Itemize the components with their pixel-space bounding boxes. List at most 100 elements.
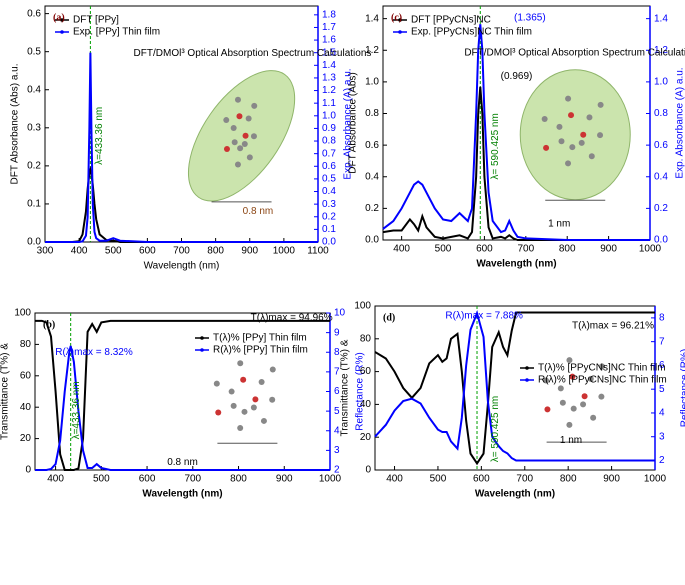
y2-tick-label: 1.8 — [322, 9, 336, 20]
y2-tick-label: 0.1 — [322, 224, 336, 235]
x-tick-label: 700 — [517, 244, 534, 255]
atom — [590, 414, 597, 421]
atom — [544, 406, 551, 413]
annotation: T(λ)max = 96.21% — [572, 320, 654, 331]
y2-tick-label: 0.9 — [322, 123, 336, 134]
y2-tick-label: 1.2 — [322, 85, 336, 96]
atom — [568, 112, 575, 119]
y2-tick-label: 0.2 — [654, 203, 668, 214]
x-axis-label: Wavelength (nm) — [475, 489, 555, 500]
atom — [234, 96, 241, 103]
y-tick-label: 0.2 — [27, 161, 41, 172]
atom — [260, 417, 267, 424]
y2-tick-label: 7 — [334, 367, 340, 378]
atom — [252, 396, 259, 403]
annotation: 1 nm — [548, 218, 570, 229]
y2-tick-label: 3 — [659, 431, 665, 442]
y2-axis-label: Exp. Absorbance (A) a.u. — [675, 67, 685, 178]
legend-marker — [60, 18, 64, 22]
atom — [558, 138, 565, 145]
annotation: DFT/DMOl³ Optical Absorption Spectrum Ca… — [134, 48, 372, 59]
legend-marker — [525, 366, 529, 370]
y-tick-label: 0 — [365, 465, 371, 476]
atom — [565, 160, 572, 167]
x-tick-label: 700 — [516, 474, 533, 485]
y2-tick-label: 0.5 — [322, 174, 336, 185]
atom — [242, 132, 249, 139]
annotation: T(λ)max = 94.96% — [251, 312, 333, 323]
legend-marker — [525, 378, 529, 382]
atom — [566, 421, 573, 428]
legend-label: T(λ)% [PPyCNs]NC Thin film — [538, 363, 666, 374]
y2-tick-label: 1.3 — [322, 73, 336, 84]
legend-marker — [60, 30, 64, 34]
y-tick-label: 40 — [20, 402, 32, 413]
atom — [586, 114, 593, 121]
data-line — [382, 24, 650, 241]
annotation: 1 nm — [560, 435, 582, 446]
annotation: 0.8 nm — [167, 457, 198, 468]
y2-tick-label: 1.2 — [654, 45, 668, 56]
atom — [250, 404, 257, 411]
data-line — [45, 52, 318, 243]
atom — [237, 360, 244, 367]
y2-tick-label: 5 — [334, 406, 340, 417]
panel-label: (b) — [43, 319, 55, 330]
panel-label: (d) — [383, 312, 395, 323]
y-tick-label: 0.2 — [365, 203, 379, 214]
data-line — [35, 345, 330, 471]
panel-label: (a) — [53, 12, 65, 23]
y-tick-label: 20 — [20, 433, 32, 444]
y-tick-label: 60 — [360, 366, 372, 377]
legend-marker — [200, 348, 204, 352]
y-tick-label: 100 — [354, 301, 371, 312]
y2-tick-label: 8 — [334, 347, 340, 358]
atom — [569, 144, 576, 151]
y-axis-label: DFT Absorbance (Abs) — [348, 72, 359, 174]
y2-tick-label: 1.4 — [322, 60, 336, 71]
y2-tick-label: 1.6 — [322, 35, 336, 46]
y2-tick-label: 0.8 — [322, 136, 336, 147]
x-tick-label: 600 — [139, 246, 156, 257]
data-line — [382, 86, 650, 241]
panel-label: (c) — [391, 12, 402, 23]
atom — [543, 377, 550, 384]
atom — [559, 399, 566, 406]
x-tick-label: 1000 — [273, 246, 296, 257]
y-tick-label: 60 — [20, 370, 32, 381]
atom — [240, 376, 247, 383]
y-tick-label: 1.4 — [365, 13, 379, 24]
x-tick-label: 400 — [393, 244, 410, 255]
legend-label: DFT [PPyCNs]NC — [411, 15, 491, 26]
y2-tick-label: 0.7 — [322, 148, 336, 159]
atom — [588, 153, 595, 160]
y2-tick-label: 0.6 — [654, 140, 668, 151]
chart-panel: 400 500 600 700 800 900 1000 0 20 40 60 80 100 2 3 4 5 6 7… — [0, 308, 366, 500]
x-tick-label: 1000 — [644, 474, 667, 485]
annotation: λ=433.36 nm — [94, 107, 105, 165]
y-tick-label: 80 — [360, 333, 372, 344]
x-tick-label: 900 — [600, 244, 617, 255]
chart-panel: 300 400 500 600 700 800 900 1000 11000.00.10.20.… — [10, 5, 372, 272]
data-line — [374, 309, 655, 462]
atom — [241, 408, 248, 415]
y-tick-label: 0.0 — [27, 237, 41, 248]
x-tick-label: 600 — [139, 474, 156, 485]
y2-tick-label: 0.6 — [322, 161, 336, 172]
x-tick-label: 400 — [47, 474, 64, 485]
y2-tick-label: 0.4 — [322, 186, 336, 197]
molecule-illustration — [519, 69, 631, 201]
atom — [566, 357, 573, 364]
atom — [569, 373, 576, 380]
annotation: R(λ)max = 7.88% — [445, 310, 523, 321]
legend-label: Exp. [PPy] Thin film — [73, 27, 160, 38]
annotation: (0.969) — [501, 71, 533, 82]
y2-tick-label: 0.3 — [322, 199, 336, 210]
y-tick-label: 1.2 — [365, 45, 379, 56]
y-tick-label: 0.5 — [27, 46, 41, 57]
atom — [565, 95, 572, 102]
atom — [236, 113, 243, 120]
atom — [578, 139, 585, 146]
x-tick-label: 300 — [37, 246, 54, 257]
annotation: R(λ)max = 8.32% — [55, 347, 133, 358]
